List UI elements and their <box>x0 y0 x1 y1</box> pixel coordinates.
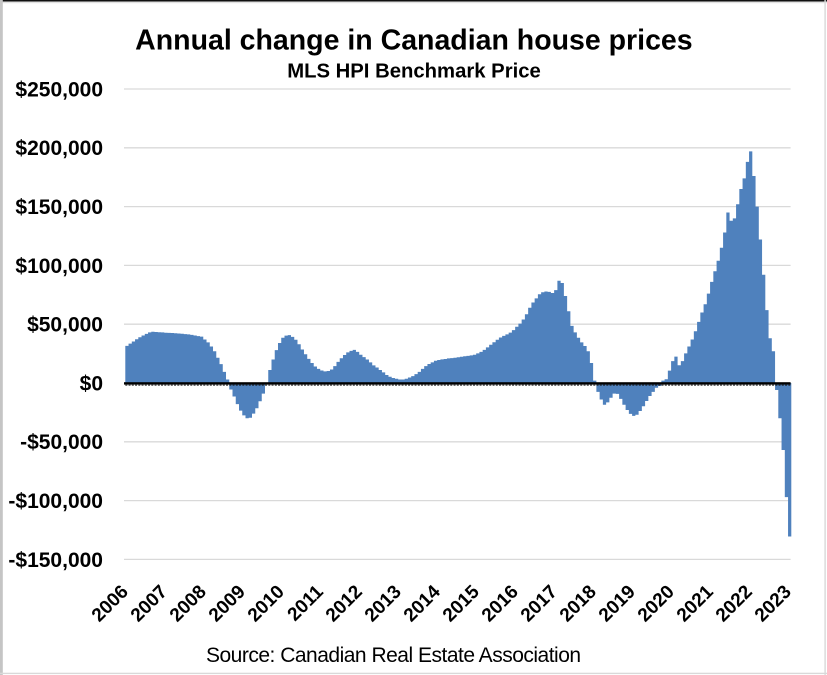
svg-text:$0: $0 <box>80 372 103 395</box>
svg-text:-$150,000: -$150,000 <box>8 549 103 572</box>
svg-text:MLS HPI Benchmark Price: MLS HPI Benchmark Price <box>287 60 541 82</box>
svg-text:Source: Canadian Real Estate A: Source: Canadian Real Estate Association <box>206 644 581 667</box>
svg-text:$250,000: $250,000 <box>15 78 103 101</box>
svg-text:$100,000: $100,000 <box>15 255 103 278</box>
svg-text:$50,000: $50,000 <box>27 314 103 337</box>
svg-text:-$100,000: -$100,000 <box>8 490 103 513</box>
svg-text:$200,000: $200,000 <box>15 137 103 160</box>
svg-text:$150,000: $150,000 <box>15 196 103 219</box>
svg-text:-$50,000: -$50,000 <box>20 431 103 454</box>
svg-text:Annual change in Canadian hous: Annual change in Canadian house prices <box>135 24 692 56</box>
